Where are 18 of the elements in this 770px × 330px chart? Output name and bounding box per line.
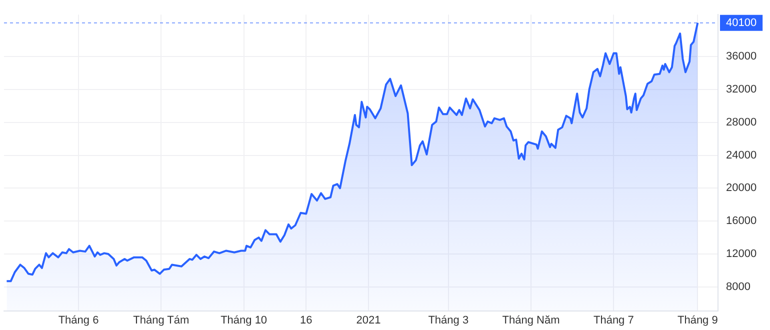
- ref-line-label: 40100: [726, 16, 757, 29]
- y-tick-label: 24000: [726, 149, 757, 162]
- y-tick-label: 36000: [726, 50, 757, 63]
- y-tick-label: 16000: [726, 215, 757, 228]
- x-tick-label: Tháng Năm: [502, 314, 560, 326]
- y-tick-label: 8000: [726, 280, 750, 293]
- x-tick-label: Tháng 3: [428, 314, 469, 326]
- x-tick-label: Tháng 10: [220, 314, 268, 326]
- x-tick-label: Tháng 9: [677, 314, 718, 326]
- x-tick-label: 2021: [356, 314, 381, 326]
- y-tick-label: 32000: [726, 84, 757, 96]
- y-tick-label: 12000: [726, 248, 757, 260]
- x-tick-label: 16: [300, 314, 312, 326]
- x-tick-label: Tháng 6: [58, 314, 99, 326]
- y-tick-label: 20000: [726, 182, 757, 194]
- x-tick-label: Tháng 7: [593, 314, 634, 326]
- x-tick-label: Tháng Tám: [133, 314, 190, 326]
- y-tick-label: 28000: [726, 116, 757, 128]
